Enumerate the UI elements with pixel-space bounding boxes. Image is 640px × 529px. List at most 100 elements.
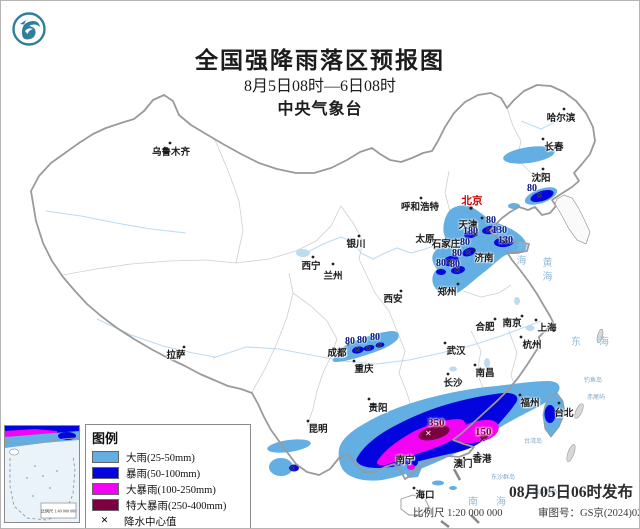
city-label-taiyuan: 太原 — [415, 235, 435, 245]
precip-center-marker: ✕ — [465, 248, 472, 257]
city-label-harbin: 哈尔滨 — [546, 114, 576, 124]
precip-center-marker: ✕ — [454, 266, 461, 275]
city-label-xian: 西安 — [383, 295, 403, 305]
island-chain-symbols — [440, 328, 604, 528]
sea-label-huanghai: 黄海 — [540, 257, 551, 285]
city-label-wuhan: 武汉 — [446, 347, 466, 357]
city-label-nanchang: 南昌 — [475, 369, 495, 379]
island-label-chiwei: 赤尾屿 — [587, 395, 606, 401]
south-china-sea-inset: 比例尺 1:40 000 000 — [4, 425, 80, 523]
city-label-shanghai: 上海 — [537, 324, 557, 334]
page-title: 全国强降雨落区预报图 — [195, 48, 445, 73]
island-label-taiwan: 台湾岛 — [524, 439, 543, 445]
precip-center-marker: ✕ — [289, 464, 296, 473]
precip-value: 130 — [498, 235, 513, 246]
city-label-taipei: 台北 — [554, 409, 574, 419]
rain-extreme-layer — [418, 425, 488, 441]
precip-value: 80 — [357, 335, 367, 346]
city-label-yinchuan: 银川 — [346, 240, 366, 250]
legend-row: ✕ 降水中心值 — [92, 513, 244, 528]
city-label-urumqi: 乌鲁木齐 — [151, 148, 191, 158]
precip-center-marker: ✕ — [376, 341, 383, 350]
precip-center-marker: ✕ — [501, 238, 508, 247]
city-label-haikou: 海口 — [415, 491, 435, 501]
forecast-period: 8月5日08时—6日08时 — [243, 78, 396, 95]
sea-label-donghai: 东海 — [571, 337, 627, 348]
precip-value: 80 — [486, 215, 496, 226]
cma-logo-icon — [12, 12, 46, 46]
issue-time: 08月05日06时发布 — [509, 484, 634, 501]
legend-row: 大暴雨(100-250mm) — [92, 481, 244, 497]
city-label-changchun: 长春 — [544, 143, 564, 153]
precip-center-marker: ✕ — [425, 429, 432, 438]
legend-label: 暴雨(50-100mm) — [126, 468, 201, 480]
city-label-hefei: 合肥 — [475, 323, 495, 333]
island-label-dongsha: 东沙群岛 — [491, 475, 516, 481]
islands-outline-layer — [400, 194, 591, 516]
agency-name: 中央气象台 — [277, 101, 363, 118]
city-label-guiyang: 贵阳 — [368, 404, 388, 414]
sea-label-nanhai: 南海 — [468, 497, 524, 508]
inset-map: 比例尺 1:40 000 000 — [4, 426, 80, 521]
city-label-changsha: 长沙 — [443, 379, 463, 389]
city-label-hohhot: 呼和浩特 — [400, 203, 440, 213]
approval-number: 审图号：GS京(2024)0236号 — [538, 508, 639, 519]
extreme-rainstorm-swatch-icon — [92, 499, 119, 511]
precip-center-marker: ✕ — [536, 191, 543, 200]
legend-label: 特大暴雨(250-400mm) — [126, 500, 227, 512]
precip-value-max: 350 — [428, 417, 445, 429]
precip-center-marker: ✕ — [485, 226, 492, 235]
city-label-nanning: 南宁 — [395, 456, 415, 466]
legend-title: 图例 — [92, 431, 119, 446]
precip-center-marker: ✕ — [479, 435, 486, 444]
city-label-shenyang: 沈阳 — [531, 174, 551, 184]
city-label-chongqing: 重庆 — [354, 365, 374, 375]
city-label-lanzhou: 兰州 — [323, 272, 343, 282]
national-border-layer — [30, 84, 596, 480]
inset-scale-label: 比例尺 1:40 000 000 — [41, 508, 77, 515]
lakes-layer — [296, 249, 535, 372]
island-label-xisha: 西沙群岛 — [533, 490, 558, 496]
precip-center-marker: ✕ — [365, 344, 372, 353]
precip-value: 80 — [460, 237, 470, 248]
city-label-lhasa: 拉萨 — [166, 351, 186, 361]
city-label-zhengzhou: 郑州 — [437, 288, 457, 298]
city-label-shijiazhuang: 石家庄 — [431, 240, 461, 250]
city-label-chengdu: 成都 — [327, 349, 347, 359]
city-label-fuzhou: 福州 — [520, 399, 540, 409]
precip-value: 80 — [452, 248, 462, 259]
city-dots-layer — [168, 107, 566, 490]
sea-label-bohai: 渤海 — [514, 241, 525, 269]
city-label-xining: 西宁 — [301, 262, 321, 272]
legend-label: 大暴雨(100-250mm) — [126, 484, 216, 496]
precip-value: 180 — [463, 226, 478, 237]
precip-value: 80 — [527, 183, 537, 194]
precip-value: 80 — [436, 258, 446, 269]
heavy-rainstorm-swatch-icon — [92, 483, 119, 495]
city-label-hongkong: 香港 — [472, 455, 492, 465]
legend-label: 降水中心值 — [124, 516, 177, 528]
legend-row: 特大暴雨(250-400mm) — [92, 497, 244, 513]
legend-label: 大雨(25-50mm) — [126, 452, 195, 464]
precip-center-marker: ✕ — [472, 230, 479, 239]
precip-value: 80 — [345, 336, 355, 347]
city-label-jinan: 济南 — [474, 254, 494, 264]
city-label-macau: 澳门 — [453, 460, 473, 470]
precip-center-marker: ✕ — [354, 345, 361, 354]
city-label-tianjin: 天津 — [458, 221, 478, 231]
city-label-nanjing: 南京 — [502, 319, 522, 329]
legend-box: 图例 大雨(25-50mm) 暴雨(50-100mm) 大暴雨(100-250m… — [85, 424, 251, 528]
precip-center-marker: ✕ — [446, 257, 453, 266]
legend-row: 暴雨(50-100mm) — [92, 465, 244, 481]
precip-value: 80 — [450, 259, 460, 270]
city-label-hangzhou: 杭州 — [522, 341, 542, 351]
precip-value: 150 — [475, 426, 492, 438]
rainstorm-swatch-icon — [92, 467, 119, 479]
precip-value: 80 — [370, 332, 380, 343]
precip-value: 130 — [492, 225, 507, 236]
map-scale-label: 比例尺 1:20 000 000 — [413, 508, 503, 519]
light-rain-swatch-icon — [92, 451, 119, 463]
island-label-diaoyu: 钓鱼岛 — [584, 378, 603, 384]
